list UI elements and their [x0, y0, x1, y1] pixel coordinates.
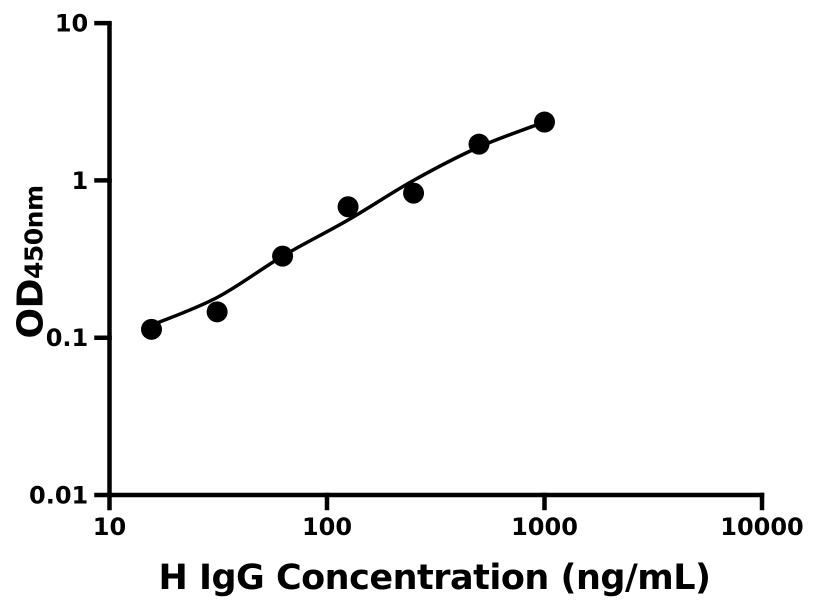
data-point [141, 318, 163, 340]
data-point [534, 111, 555, 133]
data-point [206, 301, 228, 323]
y-tick-label: 1 [72, 167, 89, 195]
y-tick-label: 10 [55, 10, 88, 38]
y-axis-title: OD450nm [11, 185, 52, 338]
y-axis-title-subscript: 450nm [19, 185, 49, 280]
y-tick-label: 0.01 [29, 482, 88, 510]
fit-curve-line [149, 120, 547, 327]
x-tick-label: 1000 [511, 513, 578, 541]
data-point [403, 182, 425, 204]
x-tick-label: 10 [93, 513, 126, 541]
data-point [272, 245, 294, 267]
x-axis-title: H IgG Concentration (ng/mL) [158, 558, 711, 598]
x-tick-label: 10000 [720, 513, 804, 541]
y-axis-title-main: OD [10, 279, 52, 339]
data-point [468, 133, 490, 155]
y-tick-label: 0.1 [46, 324, 89, 352]
x-tick-label: 100 [302, 513, 352, 541]
data-point [337, 196, 359, 218]
